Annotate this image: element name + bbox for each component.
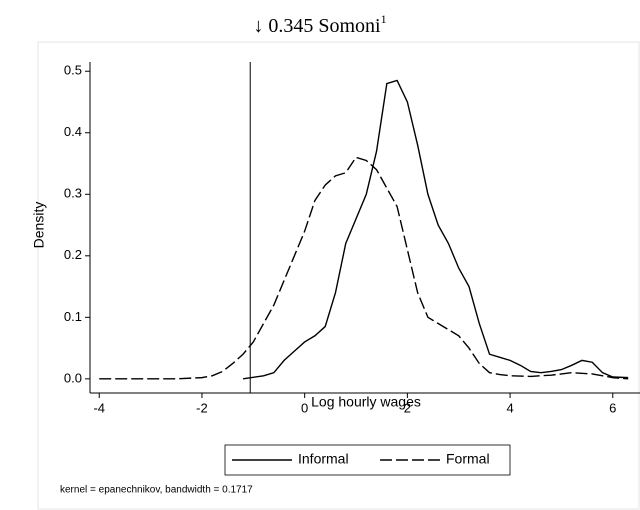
y-tick-label: 0.5 xyxy=(64,63,82,78)
legend-label: Informal xyxy=(298,451,349,467)
x-tick-label: 0 xyxy=(301,400,308,415)
density-line xyxy=(242,79,629,380)
x-tick-label: 4 xyxy=(506,400,513,415)
legend-label: Formal xyxy=(446,451,490,467)
note: kernel = epanechnikov, bandwidth = 0.171… xyxy=(60,485,253,496)
title-superscript: 1 xyxy=(381,12,387,26)
y-axis-title: Density xyxy=(31,202,47,249)
y-tick-label: 0.1 xyxy=(64,309,82,324)
x-axis-title: Log hourly wages xyxy=(311,394,421,410)
y-tick-label: 0.4 xyxy=(64,124,82,139)
x-tick-label: -4 xyxy=(93,400,105,415)
y-tick-label: 0.0 xyxy=(64,370,82,385)
x-tick-label: 2 xyxy=(404,400,411,415)
y-tick-label: 0.3 xyxy=(64,186,82,201)
title-text: ↓ 0.345 Somoni xyxy=(253,15,381,37)
density-line xyxy=(99,156,629,380)
y-tick-label: 0.2 xyxy=(64,247,82,262)
x-tick-label: 6 xyxy=(609,400,616,415)
x-tick-label: -2 xyxy=(196,400,208,415)
chart-title: ↓ 0.345 Somoni1 xyxy=(253,12,386,37)
